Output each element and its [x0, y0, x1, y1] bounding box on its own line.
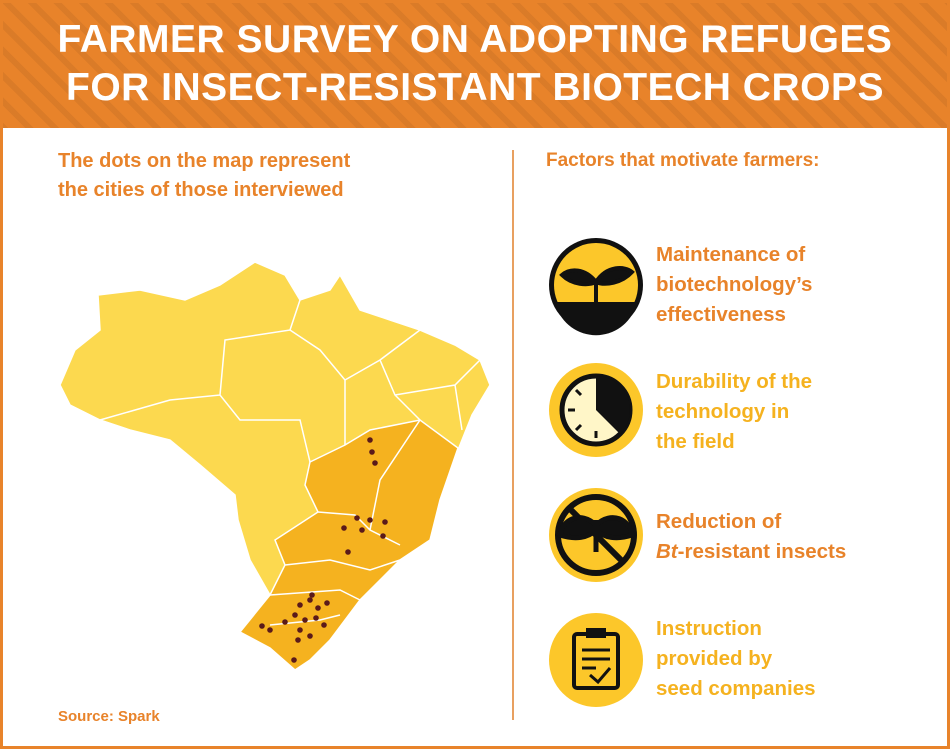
title-line: FOR INSECT-RESISTANT BIOTECH CROPS	[66, 66, 884, 109]
map-caption: the cities of those interviewed	[58, 179, 344, 201]
factor-label: the field	[656, 430, 735, 453]
icon-clock	[549, 363, 643, 457]
city-dots	[259, 437, 388, 663]
factor-label-italic: Bt	[656, 540, 678, 563]
factor-label: Bt-resistant insects	[656, 540, 846, 564]
factor-label: Maintenance of	[656, 243, 806, 266]
factor-label: seed companies	[656, 677, 816, 700]
factor-label: Instruction	[656, 617, 762, 640]
factor-label: effectiveness	[656, 303, 786, 326]
factor-label: biotechnology’s	[656, 273, 813, 296]
icon-no-insect	[549, 488, 643, 582]
factor-label: Reduction of	[656, 510, 782, 533]
map-caption: The dots on the map represent	[58, 150, 351, 172]
icon-seedling	[549, 238, 643, 336]
source: Source: Spark	[58, 708, 160, 725]
factors-heading: Factors that motivate farmers:	[546, 150, 820, 171]
title-line: FARMER SURVEY ON ADOPTING REFUGES	[57, 18, 893, 61]
header: FARMER SURVEY ON ADOPTING REFUGES FOR IN…	[0, 0, 950, 128]
brazil-map	[59, 261, 491, 671]
factor-label-rest: -resistant insects	[677, 540, 847, 563]
factor-label: provided by	[656, 647, 773, 670]
factor-label: technology in	[656, 400, 790, 423]
factor-label: Durability of the	[656, 370, 813, 393]
icon-clipboard	[549, 613, 643, 707]
